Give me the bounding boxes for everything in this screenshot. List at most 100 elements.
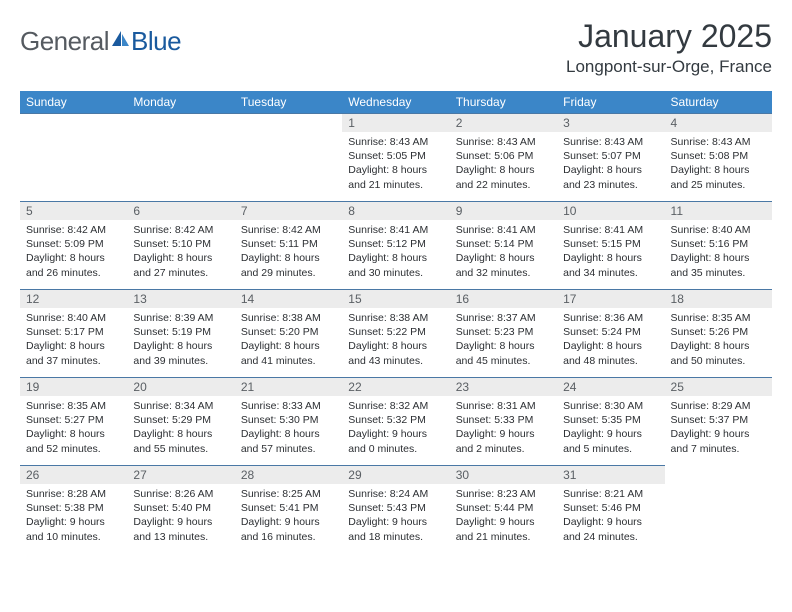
sunrise-line: Sunrise: 8:31 AM	[456, 399, 551, 413]
day-number: 21	[235, 377, 342, 396]
calendar-header-row: SundayMondayTuesdayWednesdayThursdayFrid…	[20, 91, 772, 113]
day-number: 10	[557, 201, 664, 220]
sunset-line: Sunset: 5:24 PM	[563, 325, 658, 339]
sunrise-line: Sunrise: 8:38 AM	[348, 311, 443, 325]
daylight-line-1: Daylight: 9 hours	[671, 427, 766, 441]
day-details: Sunrise: 8:31 AMSunset: 5:33 PMDaylight:…	[450, 396, 557, 460]
day-number: 16	[450, 289, 557, 308]
day-details: Sunrise: 8:42 AMSunset: 5:09 PMDaylight:…	[20, 220, 127, 284]
day-details: Sunrise: 8:28 AMSunset: 5:38 PMDaylight:…	[20, 484, 127, 548]
location-label: Longpont-sur-Orge, France	[566, 57, 772, 77]
sunset-line: Sunset: 5:41 PM	[241, 501, 336, 515]
day-number: 13	[127, 289, 234, 308]
sunset-line: Sunset: 5:11 PM	[241, 237, 336, 251]
daylight-line-1: Daylight: 8 hours	[26, 251, 121, 265]
daylight-line-1: Daylight: 8 hours	[671, 339, 766, 353]
day-details: Sunrise: 8:38 AMSunset: 5:20 PMDaylight:…	[235, 308, 342, 372]
daylight-line-2: and 16 minutes.	[241, 530, 336, 544]
daylight-line-2: and 57 minutes.	[241, 442, 336, 456]
day-number: 17	[557, 289, 664, 308]
daylight-line-2: and 21 minutes.	[456, 530, 551, 544]
day-details: Sunrise: 8:24 AMSunset: 5:43 PMDaylight:…	[342, 484, 449, 548]
sunrise-line: Sunrise: 8:42 AM	[241, 223, 336, 237]
daylight-line-2: and 50 minutes.	[671, 354, 766, 368]
sunset-line: Sunset: 5:29 PM	[133, 413, 228, 427]
weekday-header: Sunday	[20, 91, 127, 113]
sunrise-line: Sunrise: 8:26 AM	[133, 487, 228, 501]
sunrise-line: Sunrise: 8:32 AM	[348, 399, 443, 413]
calendar-page: General Blue January 2025 Longpont-sur-O…	[0, 0, 792, 612]
sunrise-line: Sunrise: 8:38 AM	[241, 311, 336, 325]
calendar-table: SundayMondayTuesdayWednesdayThursdayFrid…	[20, 91, 772, 553]
calendar-week-row: 19Sunrise: 8:35 AMSunset: 5:27 PMDayligh…	[20, 377, 772, 465]
sunrise-line: Sunrise: 8:43 AM	[456, 135, 551, 149]
sunset-line: Sunset: 5:40 PM	[133, 501, 228, 515]
logo-text-blue: Blue	[131, 26, 181, 57]
calendar-day-cell: 31Sunrise: 8:21 AMSunset: 5:46 PMDayligh…	[557, 465, 664, 553]
sunrise-line: Sunrise: 8:34 AM	[133, 399, 228, 413]
sunrise-line: Sunrise: 8:21 AM	[563, 487, 658, 501]
sunset-line: Sunset: 5:32 PM	[348, 413, 443, 427]
daylight-line-2: and 10 minutes.	[26, 530, 121, 544]
day-number: 12	[20, 289, 127, 308]
day-details: Sunrise: 8:34 AMSunset: 5:29 PMDaylight:…	[127, 396, 234, 460]
day-number: 6	[127, 201, 234, 220]
calendar-day-cell: 14Sunrise: 8:38 AMSunset: 5:20 PMDayligh…	[235, 289, 342, 377]
sunset-line: Sunset: 5:43 PM	[348, 501, 443, 515]
day-details: Sunrise: 8:43 AMSunset: 5:08 PMDaylight:…	[665, 132, 772, 196]
day-details: Sunrise: 8:42 AMSunset: 5:10 PMDaylight:…	[127, 220, 234, 284]
calendar-day-cell: 8Sunrise: 8:41 AMSunset: 5:12 PMDaylight…	[342, 201, 449, 289]
sunset-line: Sunset: 5:27 PM	[26, 413, 121, 427]
daylight-line-2: and 35 minutes.	[671, 266, 766, 280]
sunset-line: Sunset: 5:16 PM	[671, 237, 766, 251]
title-block: January 2025 Longpont-sur-Orge, France	[566, 18, 772, 77]
calendar-day-cell: 7Sunrise: 8:42 AMSunset: 5:11 PMDaylight…	[235, 201, 342, 289]
day-details: Sunrise: 8:41 AMSunset: 5:12 PMDaylight:…	[342, 220, 449, 284]
day-details: Sunrise: 8:25 AMSunset: 5:41 PMDaylight:…	[235, 484, 342, 548]
daylight-line-2: and 7 minutes.	[671, 442, 766, 456]
sunrise-line: Sunrise: 8:43 AM	[348, 135, 443, 149]
daylight-line-2: and 25 minutes.	[671, 178, 766, 192]
sunrise-line: Sunrise: 8:43 AM	[563, 135, 658, 149]
page-header: General Blue January 2025 Longpont-sur-O…	[20, 18, 772, 77]
weekday-header: Tuesday	[235, 91, 342, 113]
calendar-day-cell: 21Sunrise: 8:33 AMSunset: 5:30 PMDayligh…	[235, 377, 342, 465]
calendar-empty-cell	[235, 113, 342, 201]
day-number: 2	[450, 113, 557, 132]
sunrise-line: Sunrise: 8:41 AM	[563, 223, 658, 237]
sunset-line: Sunset: 5:44 PM	[456, 501, 551, 515]
calendar-day-cell: 4Sunrise: 8:43 AMSunset: 5:08 PMDaylight…	[665, 113, 772, 201]
daylight-line-1: Daylight: 8 hours	[133, 251, 228, 265]
day-number: 31	[557, 465, 664, 484]
sunrise-line: Sunrise: 8:40 AM	[671, 223, 766, 237]
sunrise-line: Sunrise: 8:33 AM	[241, 399, 336, 413]
calendar-day-cell: 1Sunrise: 8:43 AMSunset: 5:05 PMDaylight…	[342, 113, 449, 201]
day-number: 8	[342, 201, 449, 220]
sail-icon	[109, 28, 131, 55]
sunrise-line: Sunrise: 8:36 AM	[563, 311, 658, 325]
calendar-week-row: 1Sunrise: 8:43 AMSunset: 5:05 PMDaylight…	[20, 113, 772, 201]
daylight-line-1: Daylight: 9 hours	[348, 515, 443, 529]
sunset-line: Sunset: 5:30 PM	[241, 413, 336, 427]
daylight-line-2: and 32 minutes.	[456, 266, 551, 280]
daylight-line-1: Daylight: 9 hours	[456, 515, 551, 529]
sunrise-line: Sunrise: 8:40 AM	[26, 311, 121, 325]
sunrise-line: Sunrise: 8:35 AM	[671, 311, 766, 325]
calendar-day-cell: 18Sunrise: 8:35 AMSunset: 5:26 PMDayligh…	[665, 289, 772, 377]
sunset-line: Sunset: 5:12 PM	[348, 237, 443, 251]
day-number: 19	[20, 377, 127, 396]
sunrise-line: Sunrise: 8:43 AM	[671, 135, 766, 149]
daylight-line-2: and 18 minutes.	[348, 530, 443, 544]
calendar-empty-cell	[665, 465, 772, 553]
daylight-line-1: Daylight: 8 hours	[563, 251, 658, 265]
day-number: 26	[20, 465, 127, 484]
daylight-line-1: Daylight: 9 hours	[563, 427, 658, 441]
daylight-line-1: Daylight: 8 hours	[563, 163, 658, 177]
calendar-day-cell: 16Sunrise: 8:37 AMSunset: 5:23 PMDayligh…	[450, 289, 557, 377]
day-number: 25	[665, 377, 772, 396]
daylight-line-1: Daylight: 8 hours	[348, 339, 443, 353]
daylight-line-1: Daylight: 8 hours	[348, 163, 443, 177]
daylight-line-1: Daylight: 8 hours	[133, 339, 228, 353]
day-number: 27	[127, 465, 234, 484]
sunset-line: Sunset: 5:46 PM	[563, 501, 658, 515]
